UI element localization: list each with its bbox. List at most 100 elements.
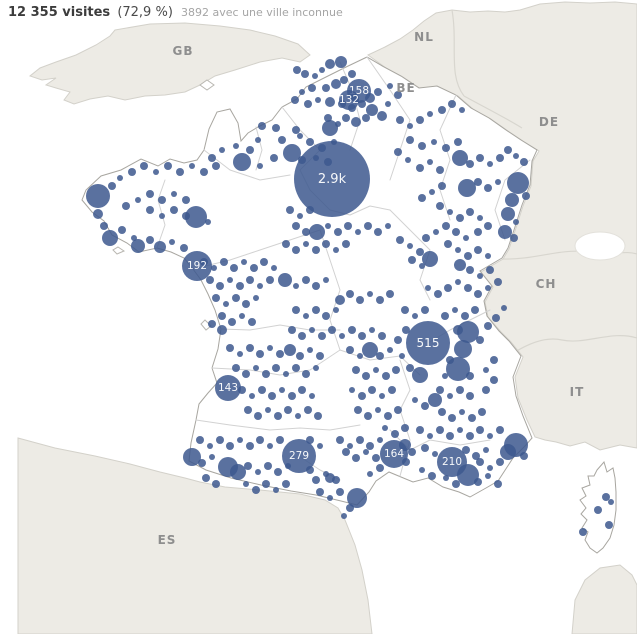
city-dot[interactable]: [394, 91, 402, 99]
city-dot[interactable]: [216, 282, 224, 290]
city-dot[interactable]: [253, 295, 259, 301]
city-dot[interactable]: [292, 126, 300, 134]
city-dot[interactable]: [207, 443, 213, 449]
city-bubble-279[interactable]: 279: [282, 439, 316, 473]
city-dot[interactable]: [416, 426, 424, 434]
city-bubble-132[interactable]: 132: [339, 90, 359, 110]
city-dot[interactable]: [444, 240, 452, 248]
city-dot[interactable]: [454, 340, 472, 358]
city-dot[interactable]: [477, 273, 483, 279]
city-dot[interactable]: [378, 332, 386, 340]
city-dot[interactable]: [282, 480, 290, 488]
city-dot[interactable]: [407, 243, 413, 249]
city-dot[interactable]: [183, 448, 201, 466]
city-dot[interactable]: [358, 392, 366, 400]
city-dot[interactable]: [217, 325, 227, 335]
city-dot[interactable]: [342, 448, 350, 456]
city-dot[interactable]: [454, 138, 462, 146]
city-dot[interactable]: [258, 386, 266, 394]
city-dot[interactable]: [484, 322, 492, 330]
city-dot[interactable]: [364, 412, 372, 420]
city-dot[interactable]: [452, 307, 458, 313]
city-dot[interactable]: [501, 207, 515, 221]
city-dot[interactable]: [230, 264, 238, 272]
city-dot[interactable]: [176, 168, 184, 176]
city-dot[interactable]: [513, 153, 519, 159]
city-dot[interactable]: [394, 148, 402, 156]
city-dot[interactable]: [254, 412, 262, 420]
city-dot[interactable]: [339, 333, 345, 339]
city-dot[interactable]: [412, 313, 418, 319]
city-dot[interactable]: [230, 464, 246, 480]
city-dot[interactable]: [306, 436, 314, 444]
city-dot[interactable]: [347, 443, 353, 449]
city-dot[interactable]: [336, 436, 344, 444]
city-dot[interactable]: [283, 371, 289, 377]
city-dot[interactable]: [482, 386, 490, 394]
city-dot[interactable]: [356, 436, 364, 444]
city-dot[interactable]: [248, 318, 256, 326]
city-dot[interactable]: [246, 276, 254, 284]
city-dot[interactable]: [416, 116, 424, 124]
city-dot[interactable]: [270, 154, 278, 162]
city-dot[interactable]: [258, 122, 266, 130]
city-dot[interactable]: [368, 386, 376, 394]
city-dot[interactable]: [520, 452, 528, 460]
city-dot[interactable]: [333, 247, 339, 253]
city-dot[interactable]: [392, 366, 400, 374]
city-dot[interactable]: [342, 114, 350, 122]
city-dot[interactable]: [382, 425, 388, 431]
city-dot[interactable]: [272, 124, 280, 132]
city-dot[interactable]: [377, 111, 387, 121]
city-dot[interactable]: [246, 344, 254, 352]
city-dot[interactable]: [250, 264, 258, 272]
city-dot[interactable]: [102, 230, 118, 246]
city-dot[interactable]: [146, 206, 154, 214]
city-dot[interactable]: [438, 106, 446, 114]
city-dot[interactable]: [385, 101, 391, 107]
city-dot[interactable]: [182, 196, 190, 204]
city-dot[interactable]: [198, 459, 206, 467]
city-dot[interactable]: [319, 67, 325, 73]
city-dot[interactable]: [227, 277, 233, 283]
city-dot[interactable]: [484, 222, 492, 230]
city-dot[interactable]: [328, 326, 336, 334]
city-dot[interactable]: [476, 458, 484, 466]
city-dot[interactable]: [487, 465, 493, 471]
city-dot[interactable]: [438, 408, 446, 416]
city-dot[interactable]: [153, 169, 159, 175]
city-dot[interactable]: [335, 121, 341, 127]
city-dot[interactable]: [579, 528, 587, 536]
city-dot[interactable]: [346, 346, 354, 354]
city-dot[interactable]: [296, 352, 304, 360]
city-dot[interactable]: [375, 407, 381, 413]
city-dot[interactable]: [325, 223, 331, 229]
city-dot[interactable]: [408, 256, 416, 264]
city-dot[interactable]: [457, 321, 479, 343]
city-dot[interactable]: [274, 412, 282, 420]
city-dot[interactable]: [291, 96, 299, 104]
city-dot[interactable]: [336, 488, 344, 496]
city-dot[interactable]: [474, 478, 482, 486]
city-dot[interactable]: [246, 146, 254, 154]
city-dot[interactable]: [483, 367, 489, 373]
city-dot[interactable]: [219, 147, 225, 153]
city-dot[interactable]: [314, 412, 322, 420]
city-dot[interactable]: [313, 365, 319, 371]
city-dot[interactable]: [226, 344, 234, 352]
city-dot[interactable]: [312, 476, 320, 484]
city-dot[interactable]: [206, 276, 214, 284]
city-dot[interactable]: [279, 387, 285, 393]
city-dot[interactable]: [496, 458, 504, 466]
city-dot[interactable]: [205, 219, 211, 225]
city-dot[interactable]: [293, 283, 299, 289]
city-dot[interactable]: [282, 240, 290, 248]
city-dot[interactable]: [209, 454, 215, 460]
city-dot[interactable]: [304, 100, 312, 108]
city-dot[interactable]: [367, 471, 373, 477]
city-dot[interactable]: [454, 259, 466, 271]
city-dot[interactable]: [496, 154, 504, 162]
city-dot[interactable]: [358, 100, 366, 108]
city-dot[interactable]: [366, 442, 374, 450]
city-dot[interactable]: [427, 111, 433, 117]
